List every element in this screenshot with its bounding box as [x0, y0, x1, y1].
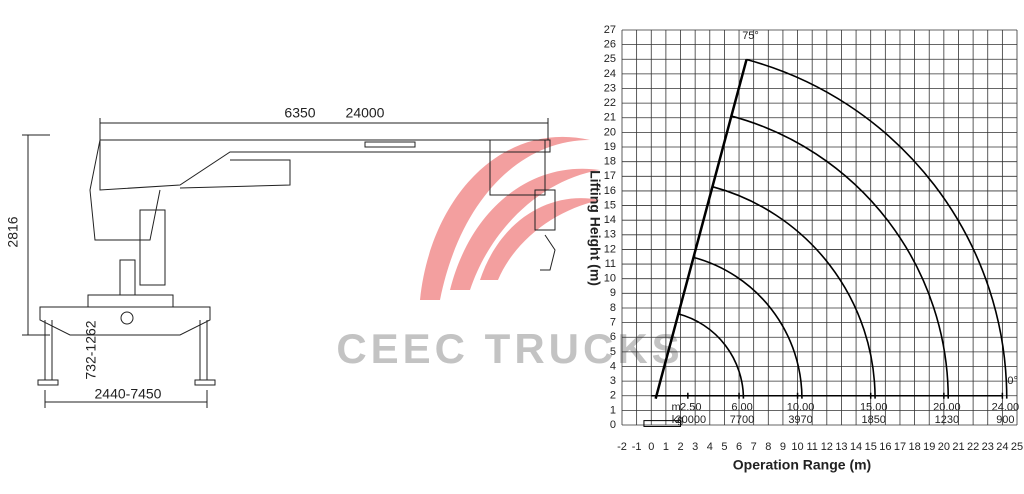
y-tick-label: 23 [604, 82, 616, 94]
y-tick-label: 20 [604, 126, 616, 138]
x-tick-label: 22 [967, 441, 979, 453]
y-tick-label: 24 [604, 68, 616, 80]
y-tick-label: 5 [610, 346, 616, 358]
load-value: 1230 [935, 414, 959, 426]
x-tick-label: 11 [806, 441, 817, 453]
y-tick-label: 26 [604, 39, 616, 51]
x-tick-label: 6 [736, 441, 742, 453]
y-tick-label: 6 [610, 331, 616, 343]
y-tick-label: 10 [604, 273, 616, 285]
y-tick-label: 16 [604, 185, 616, 197]
load-chart: -2 -1 0 1 2 3 4 5 6 7 8 9 10 11 12 13 14 15 16 17 18 19 20 21 22… [604, 24, 1023, 453]
y-tick-label: 4 [610, 360, 616, 372]
logo [420, 136, 600, 300]
range-unit: m. [671, 401, 683, 413]
x-tick-label: 14 [850, 441, 862, 453]
y-tick-label: 3 [610, 375, 616, 387]
load-value: 3970 [788, 414, 812, 426]
x-tick-label: 21 [952, 441, 964, 453]
x-tick-label: 1 [663, 441, 669, 453]
y-tick-label: 7 [610, 316, 616, 328]
x-tick-label: 17 [894, 441, 906, 453]
range-arc [731, 115, 950, 399]
x-tick-label: 25 [1011, 441, 1023, 453]
dimension: 6350 [284, 105, 315, 121]
x-tick-label: 4 [707, 441, 713, 453]
angle-label: 75° [742, 30, 759, 42]
x-tick-label: 2 [677, 441, 683, 453]
y-tick-label: 1 [610, 404, 616, 416]
x-tick-label: 18 [908, 441, 920, 453]
range-arc [746, 58, 1008, 399]
load-value: 1850 [861, 414, 885, 426]
x-tick-label: 24 [996, 441, 1008, 453]
y-tick-label: 19 [604, 141, 616, 153]
y-tick-label: 14 [604, 214, 616, 226]
y-tick-label: 27 [604, 24, 616, 36]
x-tick-label: 15 [865, 441, 877, 453]
y-tick-label: 25 [604, 53, 616, 65]
load-value: 7700 [730, 414, 754, 426]
angle-label: 0° [1007, 375, 1018, 387]
range-arc [693, 256, 803, 399]
y-axis-label: Lifting Height (m) [587, 170, 603, 286]
crane-drawing [22, 118, 556, 408]
x-tick-label: 10 [791, 441, 803, 453]
dimension: 24000 [346, 105, 385, 121]
load-value: 900 [996, 414, 1014, 426]
x-tick-label: 3 [692, 441, 698, 453]
y-tick-label: 11 [605, 258, 616, 270]
y-tick-label: 22 [604, 97, 616, 109]
range-value: 20.00 [933, 401, 961, 413]
range-value: 24.00 [992, 401, 1020, 413]
x-tick-label: 12 [821, 441, 833, 453]
range-value: 10.00 [787, 401, 815, 413]
x-tick-label: 0 [648, 441, 654, 453]
x-tick-label: 5 [721, 441, 727, 453]
y-tick-label: 21 [604, 112, 616, 124]
x-tick-label: 8 [765, 441, 771, 453]
watermark: CEEC TRUCKS [336, 325, 683, 372]
load-value: 20000 [676, 414, 707, 426]
y-tick-label: 12 [604, 243, 616, 255]
x-tick-label: 20 [938, 441, 950, 453]
y-tick-label: 0 [610, 419, 616, 431]
dimension: 732-1262 [83, 320, 99, 379]
range-value: 2.50 [680, 401, 701, 413]
range-value: 6.00 [731, 401, 752, 413]
x-tick-label: 13 [835, 441, 847, 453]
crane-base [643, 420, 682, 427]
range-value: 15.00 [860, 401, 888, 413]
y-tick-label: 18 [604, 156, 616, 168]
x-tick-label: 19 [923, 441, 935, 453]
load-unit: kg [672, 414, 684, 426]
x-tick-label: 23 [982, 441, 994, 453]
y-tick-label: 2 [610, 390, 616, 402]
x-axis-label: Operation Range (m) [733, 457, 871, 473]
boom [654, 59, 748, 399]
x-tick-label: 9 [780, 441, 786, 453]
y-tick-label: 15 [604, 199, 616, 211]
dimension: 2816 [5, 216, 21, 247]
range-arc [678, 313, 745, 399]
y-tick-label: 8 [610, 302, 616, 314]
y-tick-label: 17 [604, 170, 616, 182]
x-tick-label: -2 [617, 441, 627, 453]
y-tick-label: 13 [604, 229, 616, 241]
x-tick-label: 16 [879, 441, 891, 453]
range-arc [712, 185, 876, 399]
dimension: 2440-7450 [95, 386, 162, 402]
y-tick-label: 9 [610, 287, 616, 299]
x-tick-label: -1 [632, 441, 642, 453]
x-tick-label: 7 [751, 441, 757, 453]
